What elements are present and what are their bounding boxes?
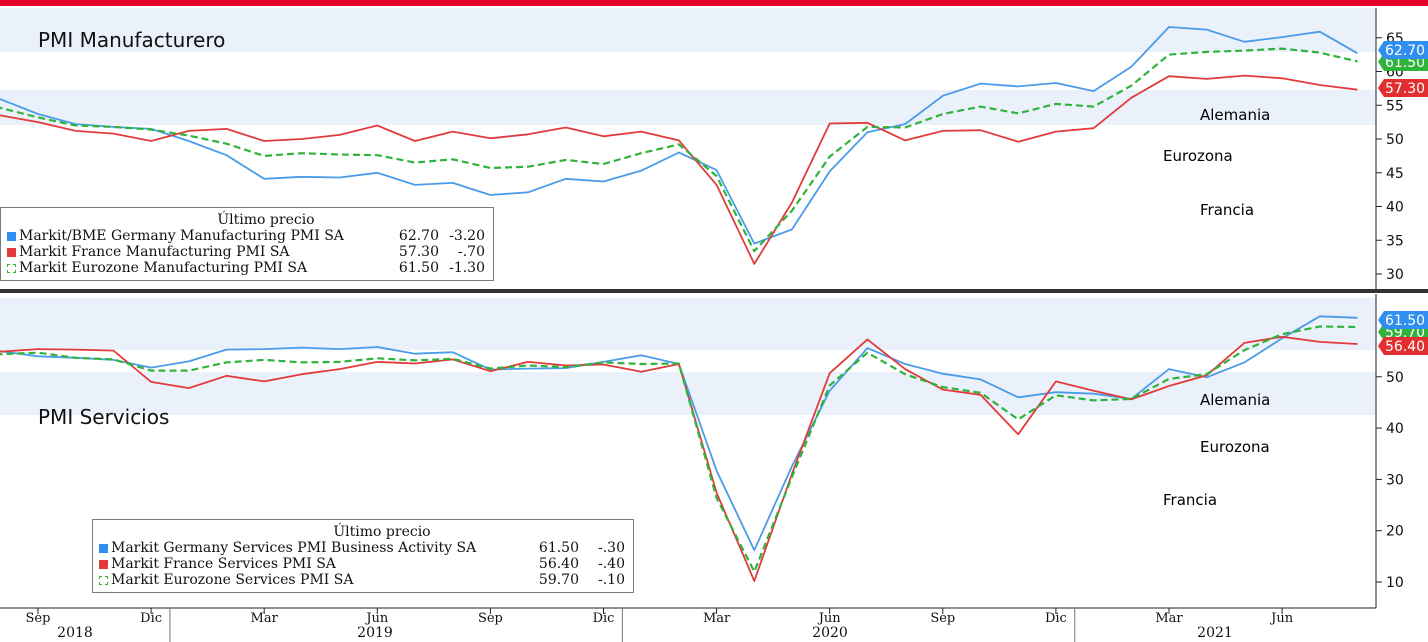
x-tick-label: Mar — [1155, 611, 1183, 626]
x-tick-label: Sep — [26, 611, 51, 626]
y-tick-label: 35 — [1386, 233, 1404, 249]
y-tick-label: 50 — [1386, 370, 1404, 386]
top-panel-band — [0, 8, 1376, 52]
top-legend-row-germany: Markit/BME Germany Manufacturing PMI SA … — [7, 228, 485, 244]
bottom-france-line — [0, 335, 1358, 582]
legend-last-value: 57.30 — [398, 244, 439, 260]
top-legend-row-france: Markit France Manufacturing PMI SA 57.30… — [7, 244, 485, 260]
top-eurozone-line — [0, 47, 1358, 253]
france-last-value-tag: 56.40 — [1378, 337, 1428, 355]
france-last-value-tag: 57.30 — [1378, 79, 1428, 97]
x-tick-label: Sep — [478, 611, 503, 626]
year-label: 2019 — [357, 625, 393, 641]
last-value-tag-shape — [1378, 337, 1428, 355]
legend-series-name: Markit/BME Germany Manufacturing PMI SA — [19, 228, 344, 244]
top-germany-line — [0, 26, 1358, 245]
top-legend: Último precio Markit/BME Germany Manufac… — [0, 207, 494, 281]
bottom-panel-title: PMI Servicios — [38, 405, 170, 429]
last-value-tag-shape — [1378, 311, 1428, 329]
legend-last-value: 56.40 — [538, 556, 579, 572]
legend-last-value: 59.70 — [538, 572, 579, 588]
bottom-legend-row-eurozone: Markit Eurozone Services PMI SA 59.70 -.… — [99, 572, 625, 588]
germany-swatch-icon — [7, 231, 16, 241]
year-label: 2021 — [1197, 625, 1233, 641]
bottom-legend-header: Último precio — [333, 524, 431, 540]
last-value-tag-text: 62.70 — [1385, 43, 1425, 59]
legend-change: -.30 — [598, 540, 625, 556]
last-value-tag-shape — [1378, 79, 1428, 97]
top-panel-band — [0, 90, 1376, 125]
top-label-germany: Alemania — [1200, 106, 1271, 124]
x-tick-label: Jun — [817, 611, 842, 626]
eurozone-swatch-icon — [7, 263, 16, 273]
top-label-france: Francia — [1200, 201, 1255, 219]
legend-change: -.40 — [598, 556, 625, 572]
eurozone-swatch-icon — [99, 575, 108, 585]
y-tick-label: 55 — [1386, 98, 1404, 114]
y-tick-label: 45 — [1386, 166, 1404, 182]
x-tick-label: Jun — [1269, 611, 1294, 626]
last-value-tag-text: 56.40 — [1385, 339, 1425, 355]
last-value-tag-shape — [1378, 41, 1428, 59]
bottom-legend-row-france: Markit France Services PMI SA 56.40 -.40 — [99, 556, 625, 572]
x-tick-label: Jun — [364, 611, 389, 626]
y-tick-label: 10 — [1386, 575, 1404, 591]
last-value-tag-text: 57.30 — [1385, 81, 1425, 97]
top-france-line — [0, 74, 1358, 265]
germany-last-value-tag: 62.70 — [1378, 41, 1428, 59]
x-tick-label: Sep — [930, 611, 955, 626]
x-tick-label: Mar — [703, 611, 731, 626]
bottom-label-france: Francia — [1163, 491, 1218, 509]
legend-series-name: Markit Germany Services PMI Business Act… — [111, 540, 477, 556]
y-tick-label: 50 — [1386, 132, 1404, 148]
germany-last-value-tag: 61.50 — [1378, 311, 1428, 329]
legend-change: -1.30 — [449, 260, 485, 276]
last-value-tag-text: 61.50 — [1385, 313, 1425, 329]
top-legend-header: Último precio — [217, 212, 315, 228]
legend-series-name: Markit France Manufacturing PMI SA — [19, 244, 290, 260]
legend-series-name: Markit France Services PMI SA — [111, 556, 336, 572]
bottom-label-eurozone: Eurozona — [1200, 438, 1270, 456]
y-tick-label: 30 — [1386, 472, 1404, 488]
legend-change: -.70 — [458, 244, 485, 260]
top-label-eurozone: Eurozona — [1163, 147, 1233, 165]
year-label: 2018 — [57, 625, 93, 641]
legend-last-value: 62.70 — [398, 228, 439, 244]
year-label: 2020 — [812, 625, 848, 641]
bottom-legend-row-germany: Markit Germany Services PMI Business Act… — [99, 540, 625, 556]
y-tick-label: 20 — [1386, 524, 1404, 540]
y-tick-label: 30 — [1386, 267, 1404, 283]
top-legend-row-eurozone: Markit Eurozone Manufacturing PMI SA 61.… — [7, 260, 485, 276]
bottom-legend: Último precio Markit Germany Services PM… — [92, 519, 634, 593]
x-tick-label: Mar — [251, 611, 279, 626]
bottom-eurozone-line — [0, 325, 1358, 573]
france-swatch-icon — [99, 559, 108, 569]
x-tick-label: Dic — [1045, 611, 1067, 626]
germany-swatch-icon — [99, 543, 108, 553]
legend-change: -3.20 — [449, 228, 485, 244]
top-accent-bar — [0, 0, 1428, 6]
legend-series-name: Markit Eurozone Manufacturing PMI SA — [19, 260, 308, 276]
legend-last-value: 61.50 — [538, 540, 579, 556]
france-swatch-icon — [7, 247, 16, 257]
top-panel-title: PMI Manufacturero — [38, 28, 226, 52]
legend-last-value: 61.50 — [398, 260, 439, 276]
y-tick-label: 40 — [1386, 200, 1404, 216]
y-tick-label: 40 — [1386, 421, 1404, 437]
panel-separator — [0, 289, 1428, 293]
legend-change: -.10 — [598, 572, 625, 588]
x-tick-label: Dic — [593, 611, 615, 626]
x-tick-label: Dic — [140, 611, 162, 626]
bottom-germany-line — [0, 315, 1358, 552]
bottom-label-germany: Alemania — [1200, 391, 1271, 409]
legend-series-name: Markit Eurozone Services PMI SA — [111, 572, 354, 588]
bottom-panel-band — [0, 298, 1376, 350]
